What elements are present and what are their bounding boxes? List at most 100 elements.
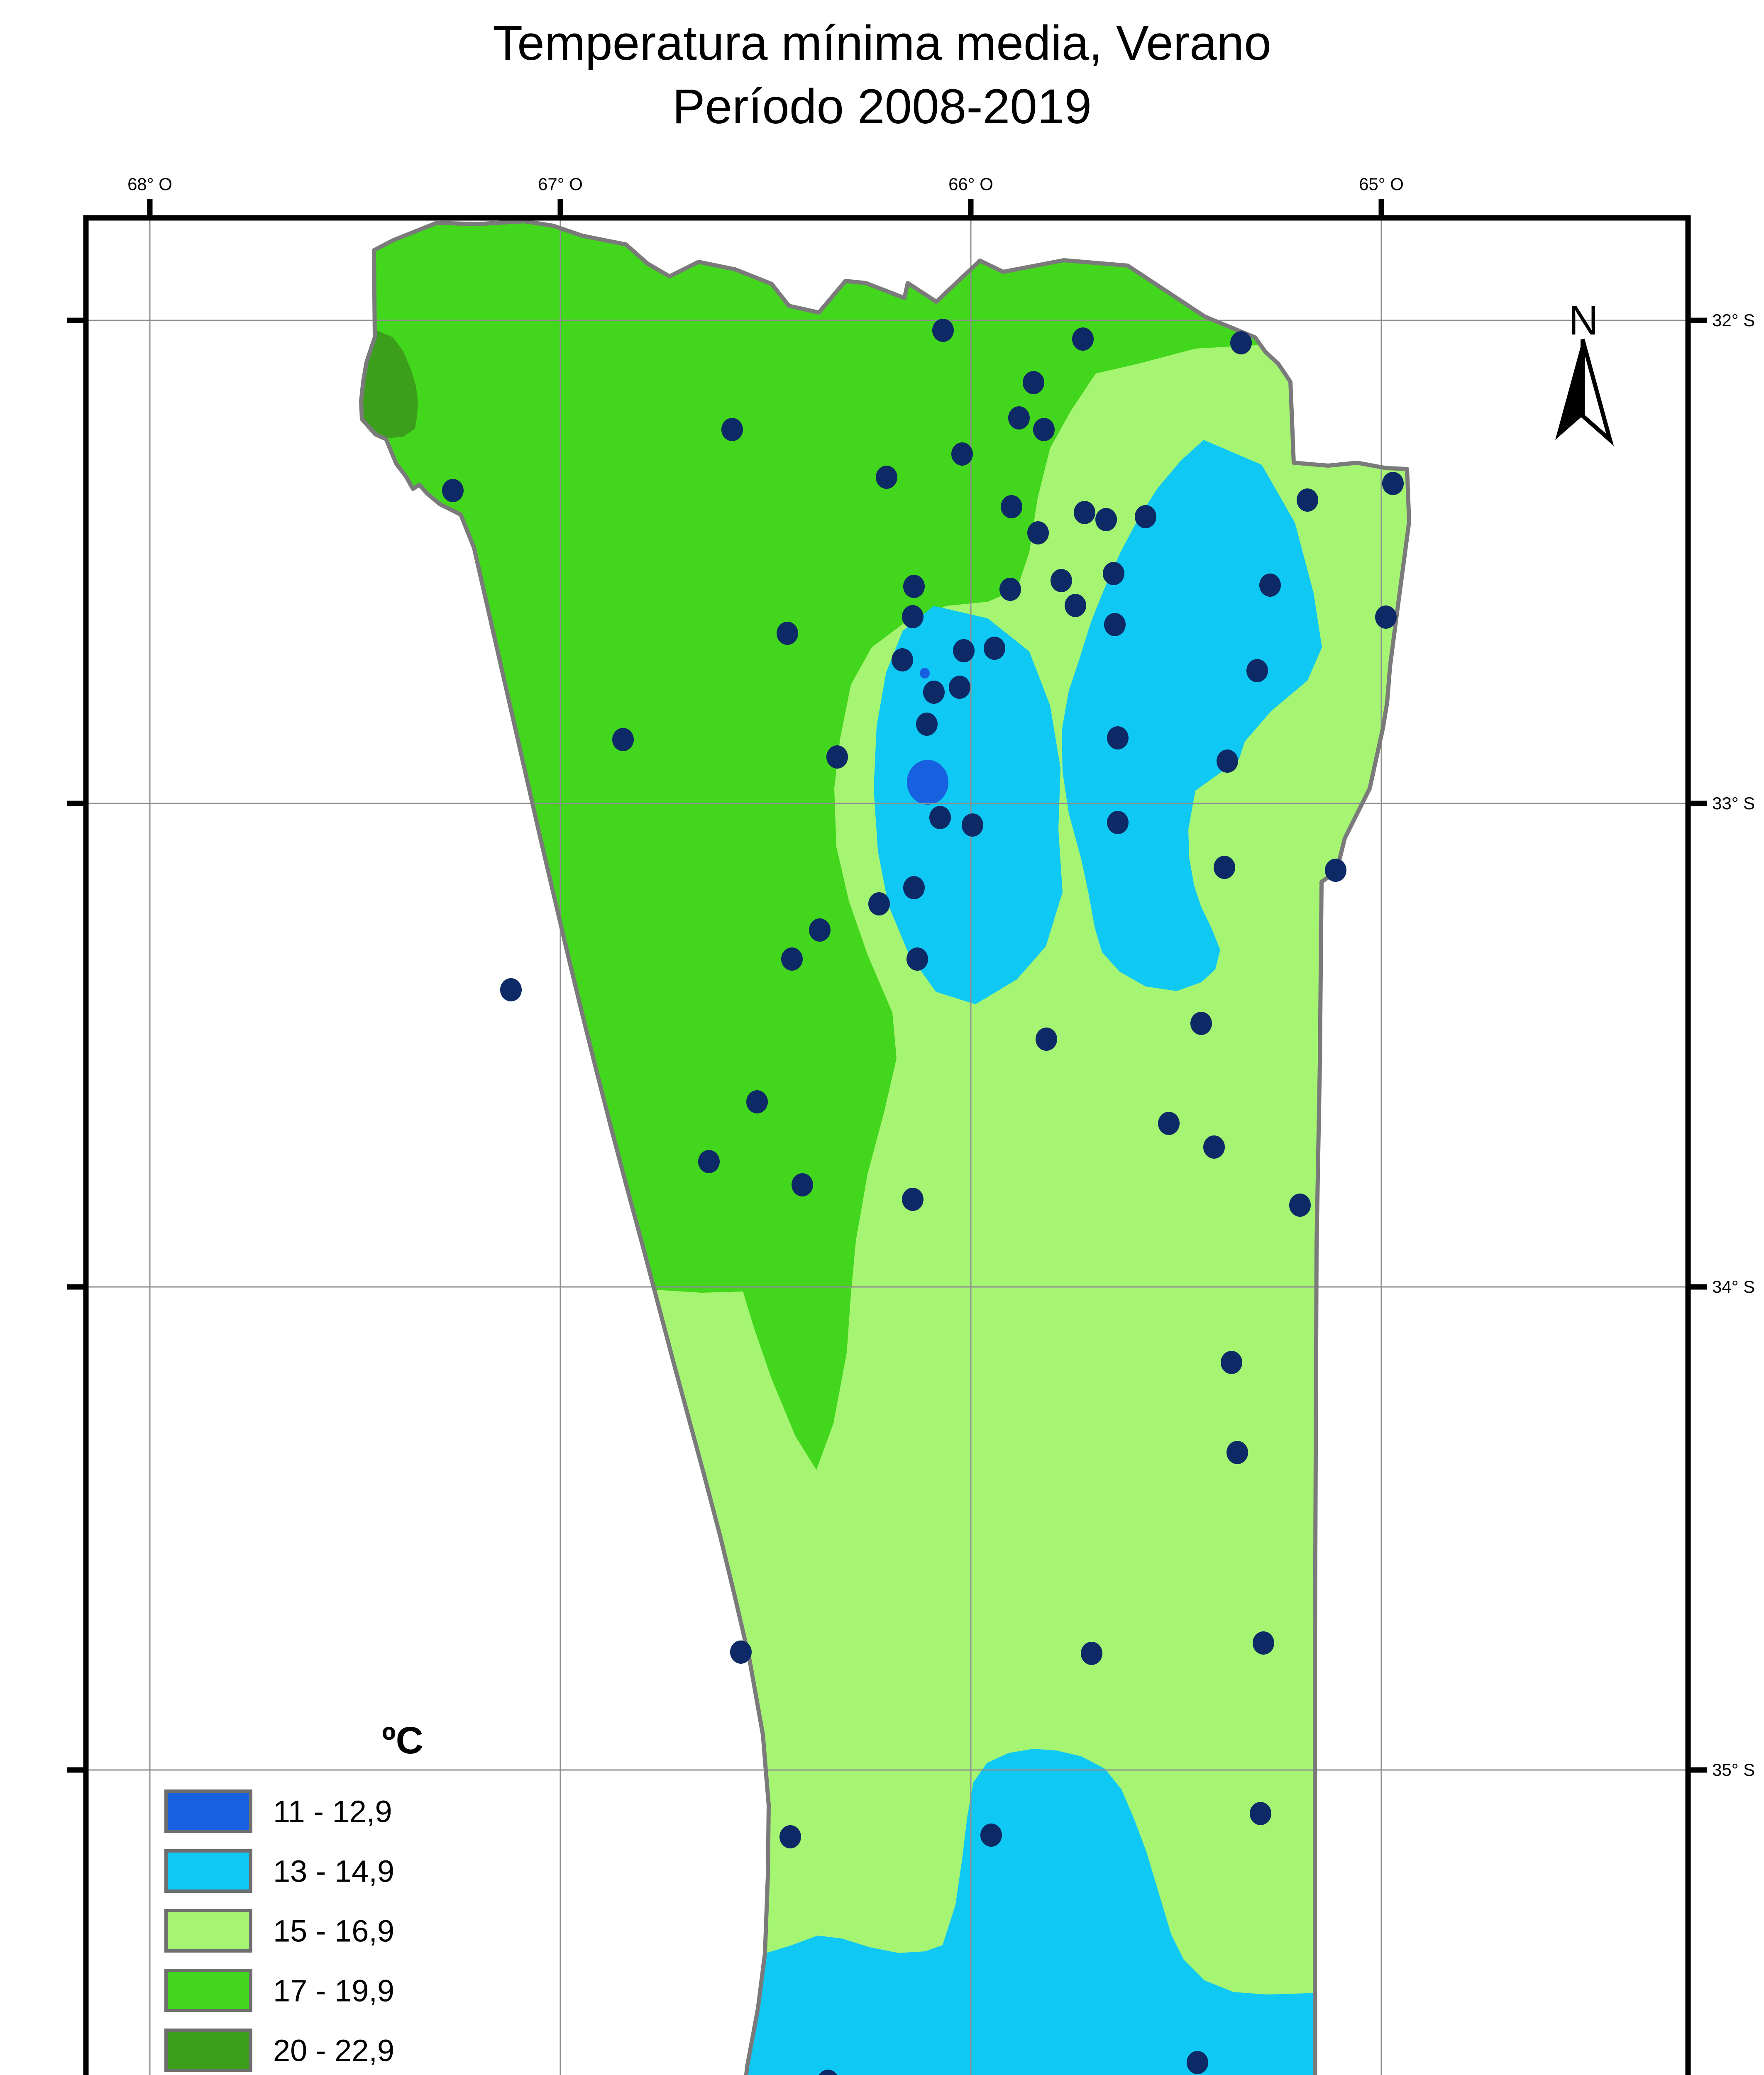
weather-station-dot (612, 728, 634, 751)
map-title-line1: Temperatura mínima media, Verano (493, 16, 1271, 71)
weather-station-dot (1095, 508, 1117, 531)
latitude-label: 33° S (1712, 793, 1755, 813)
weather-station-dot (721, 418, 743, 441)
weather-station-dot (929, 806, 951, 829)
weather-station-dot (1065, 594, 1086, 617)
weather-station-dot (1246, 659, 1268, 682)
legend: ºC 11 - 12,9 13 - 14,9 15 - 16,9 17 - 19,9 2… (164, 1719, 828, 2075)
longitude-label: 68° O (127, 174, 172, 194)
map-region-zone-13-14-central (874, 606, 1063, 1004)
north-arrow-left-half (1555, 339, 1583, 440)
legend-swatch-green (164, 1969, 252, 2012)
weather-station-dot (932, 319, 954, 342)
legend-class-label: 17 - 19,9 (273, 1973, 395, 2008)
map-region-zone-20-22-northwest (361, 330, 418, 438)
weather-station-dot (923, 681, 945, 704)
weather-station-dot (1051, 569, 1072, 592)
weather-station-dot (1104, 613, 1126, 636)
weather-station-dot (980, 1824, 1002, 1847)
legend-swatch-blue (164, 1789, 252, 1833)
map-title: Temperatura mínima media, Verano Período… (0, 12, 1764, 139)
weather-station-dot (1217, 749, 1238, 773)
map-title-line2: Período 2008-2019 (672, 79, 1092, 134)
weather-station-dot (902, 605, 924, 628)
frame-ticks (67, 199, 1707, 1773)
latitude-label: 34° S (1712, 1277, 1755, 1296)
map-region-zone-13-14-northeast (1062, 440, 1322, 991)
weather-station-dot (1203, 1135, 1225, 1159)
weather-station-dot (1250, 1802, 1271, 1825)
north-arrow-icon (1555, 339, 1614, 446)
map-region-zone-13-14-south (685, 1749, 1350, 2075)
weather-station-dot (826, 745, 848, 769)
legend-row: 17 - 19,9 (164, 1969, 745, 2012)
weather-station-dot (1382, 472, 1404, 495)
legend-class-label: 13 - 14,9 (273, 1854, 395, 1888)
weather-station-dot (1214, 856, 1235, 879)
map-frame (83, 215, 1691, 2075)
weather-station-dot (1107, 811, 1129, 834)
legend-swatch-cyan (164, 1849, 252, 1893)
legend-class-label: 15 - 16,9 (273, 1914, 395, 1948)
weather-station-dot (1027, 521, 1049, 544)
weather-station-dot (949, 676, 970, 699)
weather-station-dot (999, 578, 1021, 601)
legend-row: 15 - 16,9 (164, 1909, 745, 1953)
weather-station-dot (809, 918, 831, 942)
legend-swatch-darkgreen (164, 2029, 252, 2072)
weather-station-dot (1033, 418, 1055, 441)
north-arrow-right-half (1581, 339, 1614, 446)
weather-station-dot (962, 813, 983, 837)
weather-station-dot (1297, 488, 1318, 512)
latitude-label: 32° S (1712, 310, 1755, 330)
weather-stations (442, 319, 1404, 2075)
weather-station-dot (902, 1188, 924, 1211)
graticule (86, 218, 1688, 2075)
weather-station-dot (876, 466, 897, 489)
weather-station-dot (1036, 1028, 1057, 1051)
legend-swatch-lightgreen (164, 1909, 252, 1953)
weather-station-dot (1289, 1194, 1311, 1217)
map-region-zone-11-12-speck (920, 668, 930, 679)
weather-station-dot (868, 892, 890, 915)
weather-station-dot (1158, 1112, 1180, 1135)
weather-station-dot (1023, 371, 1044, 394)
legend-heading: ºC (382, 1719, 424, 1762)
legend-row: 20 - 22,9 (164, 2029, 745, 2072)
legend-rows: 11 - 12,9 13 - 14,9 15 - 16,9 17 - 19,9 20 -… (164, 1789, 828, 2072)
weather-station-dot (1103, 562, 1124, 585)
weather-station-dot (1074, 501, 1095, 524)
weather-station-dot (1221, 1351, 1242, 1374)
weather-station-dot (1107, 726, 1129, 749)
weather-station-dot (1001, 495, 1022, 518)
weather-station-dot (951, 442, 973, 466)
weather-station-dot (1375, 605, 1397, 629)
weather-station-dot (779, 1825, 801, 1848)
weather-station-dot (500, 978, 522, 1001)
legend-row: 11 - 12,9 (164, 1789, 745, 1833)
weather-station-dot (1008, 406, 1030, 430)
weather-station-dot (819, 2070, 837, 2075)
weather-station-dot (1072, 327, 1094, 351)
weather-station-dot (698, 1150, 720, 1173)
legend-class-label: 11 - 12,9 (273, 1794, 392, 1828)
legend-class-label: 20 - 22,9 (273, 2033, 395, 2068)
weather-station-dot (1253, 1631, 1274, 1655)
longitude-label: 66° O (948, 174, 993, 194)
weather-station-dot (777, 622, 798, 645)
weather-station-dot (1135, 505, 1156, 528)
province-outline (359, 219, 1411, 2075)
weather-station-dot (953, 639, 975, 662)
weather-station-dot (792, 1173, 813, 1196)
weather-station-dot (916, 713, 938, 736)
weather-station-dot (1259, 574, 1281, 597)
weather-station-dot (892, 648, 913, 671)
north-arrow-label: N (1568, 297, 1599, 344)
weather-station-dot (1230, 331, 1252, 354)
weather-station-dot (781, 947, 803, 971)
weather-station-dot (903, 575, 925, 598)
longitude-label: 65° O (1359, 174, 1404, 194)
weather-station-dot (730, 1640, 752, 1664)
